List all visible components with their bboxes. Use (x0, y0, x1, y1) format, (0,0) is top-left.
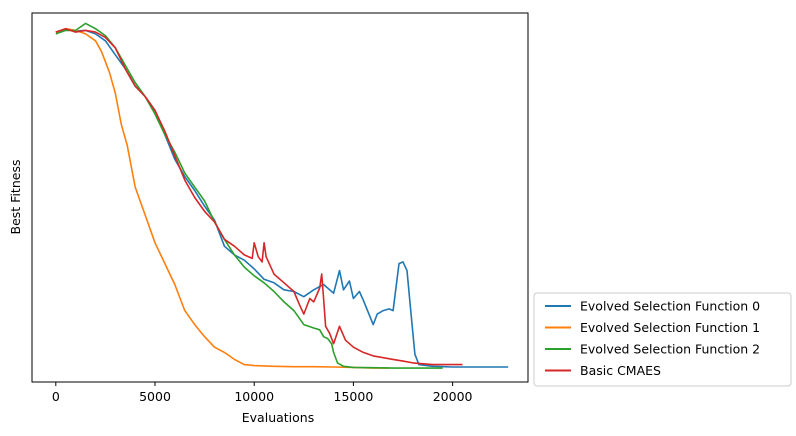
x-ticks: 0 5000 10000 15000 20000 (52, 382, 473, 404)
legend-label-1: Evolved Selection Function 1 (580, 320, 760, 335)
x-tick-label: 15000 (334, 389, 374, 404)
plot-frame (31, 12, 529, 383)
legend-frame (533, 292, 792, 387)
legend-label-2: Evolved Selection Function 2 (580, 342, 760, 357)
series-layer (55, 22, 509, 369)
series-line-3 (55, 27, 463, 366)
x-tick-label: 0 (52, 389, 60, 404)
x-tick-label: 10000 (234, 389, 274, 404)
legend-label-0: Evolved Selection Function 0 (580, 299, 760, 314)
legend-label-3: Basic CMAES (580, 363, 661, 378)
series-line-1 (55, 27, 390, 369)
y-axis-label: Best Fitness (8, 160, 23, 235)
x-axis-label: Evaluations (242, 410, 314, 425)
legend: Evolved Selection Function 0 Evolved Sele… (533, 292, 792, 387)
x-tick-label: 5000 (139, 389, 171, 404)
plot-background (32, 13, 528, 382)
x-tick-label: 20000 (433, 389, 473, 404)
